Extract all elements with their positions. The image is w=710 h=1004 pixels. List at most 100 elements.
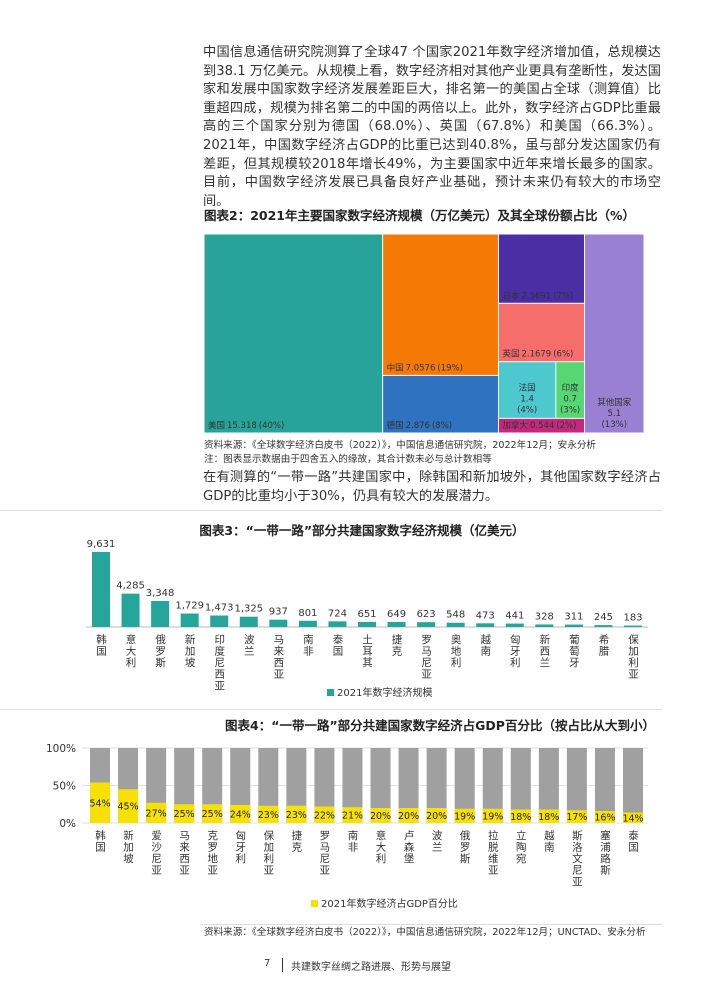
treemap: 美国 15.318 (40%)中国 7.0576 (19%)德国 2.876 (8%)日本 2… [204,234,644,433]
bar [538,809,559,823]
x-tick-label: 马来西亚 [178,830,190,876]
bar-background [314,748,335,823]
cell-label: 加拿大 [502,420,528,431]
bar [594,811,615,823]
bar-background [426,748,447,823]
bar [370,808,391,823]
source: 资料来源：《全球数字经济白皮书（2022）》，中国信息通信研究院，2022年12… [204,927,646,938]
bar [482,808,503,823]
value-label: 1,473 [205,603,234,614]
value-label: 328 [535,611,554,622]
x-tick-label: 俄罗斯 [459,830,471,865]
bar [146,802,167,823]
value-label: 548 [446,610,465,621]
bar [298,620,317,627]
treemap-cell [383,234,498,375]
bar [202,804,223,823]
value-label: 23% [286,810,307,821]
x-tick-label: 马来西亚 [272,634,284,680]
bar [314,806,335,823]
cell-label: 15.318 [227,421,257,431]
paragraph: 在有测算的“一带一路”共建国家中，除韩国和新加坡外，其他国家数字经济占GDP的比… [203,470,661,504]
value-label: 54% [89,798,110,809]
note: 注：图表显示数据由于四舍五入的缘故，其合计数未必与总计数相等 [204,454,492,465]
value-label: 24% [230,810,251,821]
y-tick-label: 50% [53,781,76,793]
source: 资料来源：《全球数字经济白皮书（2022）》，中国信息通信研究院，2022年12… [204,440,597,451]
separator [0,510,662,511]
x-tick-label: 新加坡 [184,633,196,668]
cell-label: 5.1 [607,409,621,419]
value-label: 23% [258,810,279,821]
x-tick-label: 新加坡 [122,829,134,864]
value-label: 18% [538,812,559,823]
bar-background [482,748,503,823]
x-tick-label: 拉脱维亚 [487,829,499,876]
x-tick-label: 波兰 [243,633,255,657]
x-tick-label: 捷克 [391,633,403,657]
cell-label: (2%) [556,421,576,431]
x-tick-label: 克罗地亚 [206,830,218,876]
bar-background [230,748,251,823]
stacked-bar-chart: 图表4：“一带一路”部分共建国家数字经济占GDP百分比（按占比从大到小） 0% 50… [46,718,655,910]
x-tick-label: 匈牙利 [509,633,521,668]
x-tick-label: 保加利亚 [262,829,274,876]
value-label: 1,729 [175,601,204,612]
value-label: 25% [174,809,195,820]
cell-label: 英国 [502,349,519,360]
cell-label: (7%) [553,291,573,301]
value-label: 17% [566,812,587,823]
x-tick-label: 奥地利 [450,633,462,668]
value-label: 14% [622,813,643,824]
bar [210,615,229,627]
cell-label: 其他国家 [597,397,632,408]
value-label: 21% [342,811,363,822]
value-label: 27% [146,808,167,819]
cell-label: (8%) [432,421,452,431]
x-tick-label: 俄罗斯 [154,634,166,669]
treemap-cell [498,234,585,303]
x-tick-label: 泰国 [331,633,343,657]
legend-label: 2021年数字经济占GDP百分比 [321,897,458,910]
x-tick-label: 罗马尼亚 [318,830,330,876]
bar-background [258,748,279,823]
bar-background [286,748,307,823]
chart-title: 图表3：“一带一路”部分共建国家数字经济规模（亿美元） [199,523,524,538]
x-tick-label: 卢森堡 [403,829,415,864]
value-label: 18% [510,812,531,823]
cell-label: 2.1679 [521,350,551,360]
chart-title: 图表4：“一带一路”部分共建国家数字经济占GDP百分比（按占比从大到小） [225,718,655,733]
x-tick-label: 韩国 [95,633,107,657]
x-tick-label: 立陶宛 [515,829,527,864]
x-tick-label: 意大利 [375,829,387,864]
value-label: 937 [269,607,288,618]
bar [258,805,279,823]
value-label: 20% [426,811,447,822]
bar-background [510,748,531,823]
value-label: 19% [454,811,475,822]
bar [121,593,140,627]
bar [535,624,554,627]
bar [358,621,376,627]
bar-background [342,748,363,823]
cell-label: 中国 [387,362,404,373]
x-tick-label: 越南 [543,829,555,853]
x-tick-label: 保加利亚 [627,633,639,680]
bar [510,809,531,823]
bar-background [370,748,391,823]
bar [342,807,363,823]
cell-label: (19%) [437,363,463,373]
value-label: 311 [564,612,583,623]
cell-label: (4%) [517,405,537,415]
bar [151,600,170,627]
legend-swatch [327,689,334,696]
cell-label: 美国 [208,420,225,431]
value-label: 623 [417,609,436,620]
bar [387,621,406,627]
page-number: 7 [264,958,271,969]
bar [180,613,199,627]
value-label: 19% [482,811,503,822]
value-label: 801 [298,608,317,619]
value-label: 441 [505,611,524,622]
